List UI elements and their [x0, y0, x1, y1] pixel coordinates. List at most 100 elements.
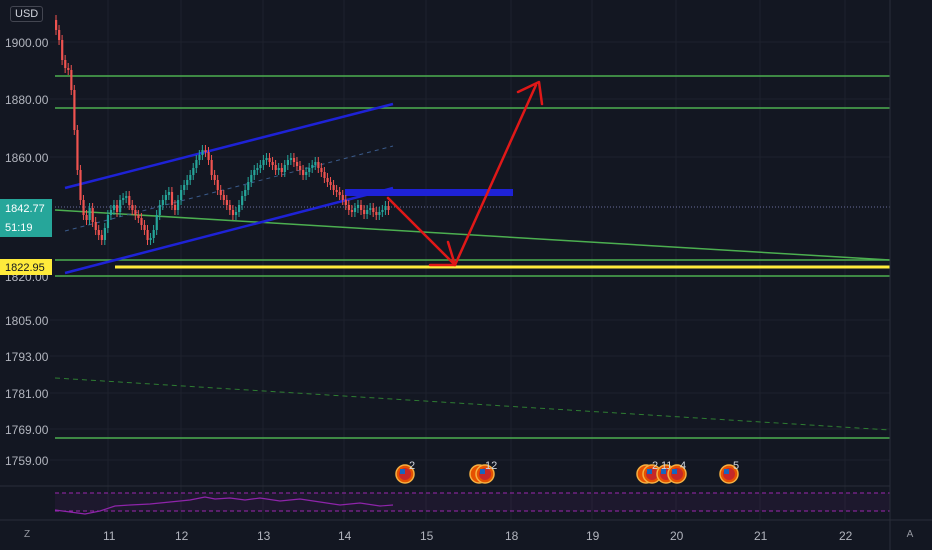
- candle-body: [317, 162, 320, 168]
- currency-label[interactable]: USD: [10, 6, 44, 22]
- oscillator-pane[interactable]: [0, 485, 890, 515]
- candle-body: [76, 130, 79, 170]
- candle-body: [292, 158, 296, 162]
- projection-arrows[interactable]: [386, 80, 544, 267]
- sloped-trend-line[interactable]: [54, 209, 891, 261]
- candle-body: [323, 172, 326, 178]
- candle-body: [225, 200, 228, 205]
- candle-body: [344, 200, 347, 205]
- candle-body: [100, 235, 103, 240]
- candle-body: [91, 208, 94, 222]
- time-axis[interactable]: 11 12 13 14 15 18 19 20 21 22: [103, 529, 853, 543]
- candle-body: [353, 208, 357, 212]
- candle-body: [210, 160, 213, 175]
- svg-text:11: 11: [661, 460, 672, 472]
- candle-body: [180, 190, 183, 200]
- candle-body: [88, 208, 91, 220]
- candle-body: [70, 70, 73, 90]
- candle-body: [73, 90, 76, 130]
- candle-body: [189, 175, 192, 180]
- candle-body: [335, 190, 338, 192]
- candle-body: [198, 155, 201, 160]
- zoom-button[interactable]: Z: [23, 529, 31, 540]
- candle-body: [283, 165, 286, 172]
- candle-body: [262, 160, 265, 165]
- dashed-trend-line[interactable]: [54, 377, 891, 431]
- time-tick: 21: [754, 529, 768, 543]
- candle-body: [213, 175, 216, 180]
- level-price-badge: 1822.95: [0, 259, 52, 275]
- price-tick: 1860.00: [5, 151, 49, 165]
- event-flag-icon[interactable]: 12: [469, 460, 497, 484]
- candle-body: [228, 205, 232, 210]
- candle-body: [241, 196, 244, 205]
- auto-scale-button[interactable]: A: [906, 529, 914, 540]
- event-flag-icon[interactable]: 2: [395, 460, 415, 484]
- event-flag-icon[interactable]: 4: [667, 460, 687, 484]
- candle-body: [149, 238, 152, 240]
- svg-text:2: 2: [652, 460, 658, 472]
- candle-body: [274, 165, 277, 170]
- time-tick: 18: [505, 529, 519, 543]
- current-price-badge: 1842.77 51:19: [0, 199, 52, 237]
- svg-text:4: 4: [680, 460, 686, 472]
- candle-body: [295, 162, 299, 166]
- channel-upper-line: [64, 102, 394, 190]
- candle-body: [164, 195, 167, 200]
- candle-body: [201, 150, 204, 155]
- time-tick: 11: [103, 529, 116, 543]
- candle-body: [280, 168, 283, 172]
- candle-body: [372, 208, 375, 212]
- candle-body: [277, 168, 280, 170]
- event-flag-icon[interactable]: 5: [719, 460, 739, 484]
- candle-body: [234, 212, 238, 215]
- price-tick: 1769.00: [5, 423, 49, 437]
- candle-body: [173, 205, 177, 210]
- candle-body: [192, 168, 195, 175]
- time-tick: 15: [420, 529, 434, 543]
- candle-body: [308, 168, 311, 172]
- time-tick: 14: [338, 529, 352, 543]
- candle-body: [271, 162, 274, 165]
- time-tick: 22: [839, 529, 853, 543]
- candle-body: [103, 228, 106, 240]
- candle-body: [177, 200, 180, 210]
- candle-body: [134, 210, 137, 215]
- candle-body: [67, 68, 70, 70]
- candle-body: [204, 150, 207, 152]
- candles: [55, 15, 390, 245]
- channel-lower-line: [64, 186, 394, 275]
- candle-body: [356, 205, 360, 208]
- candle-body: [167, 192, 171, 195]
- candle-body: [143, 225, 146, 230]
- candle-body: [250, 175, 253, 182]
- candle-body: [256, 168, 259, 170]
- candle-body: [244, 190, 247, 196]
- price-tick: 1880.00: [5, 93, 49, 107]
- candle-body: [131, 205, 134, 210]
- candle-body: [247, 182, 250, 190]
- candle-body: [186, 180, 189, 185]
- time-tick: 19: [586, 529, 600, 543]
- arrow-down-path: [386, 196, 457, 267]
- candle-body: [363, 210, 366, 214]
- horizontal-levels[interactable]: [55, 75, 890, 439]
- price-tick: 1759.00: [5, 454, 49, 468]
- osc-line: [54, 496, 394, 515]
- candle-body: [216, 180, 219, 190]
- candle-body: [137, 215, 140, 218]
- svg-text:12: 12: [485, 460, 497, 472]
- candle-body: [360, 205, 363, 210]
- candle-body: [158, 205, 161, 215]
- svg-text:51:19: 51:19: [5, 222, 33, 234]
- candle-body: [58, 30, 61, 40]
- economic-events[interactable]: 2 12 2 11 4: [395, 460, 739, 484]
- candle-body: [341, 195, 344, 200]
- candle-body: [347, 205, 350, 210]
- event-flag-icon[interactable]: 2: [636, 460, 662, 484]
- price-axis[interactable]: 1900.00 1880.00 1860.00 1820.00 1805.00 …: [5, 36, 49, 468]
- candle-body: [338, 192, 341, 195]
- channel[interactable]: [64, 102, 513, 275]
- candle-body: [122, 198, 125, 200]
